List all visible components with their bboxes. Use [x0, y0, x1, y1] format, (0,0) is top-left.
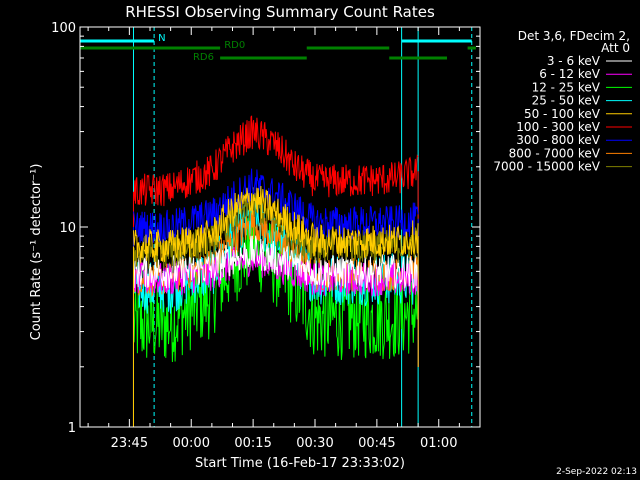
- legend-label-7: 800 - 7000 keV: [509, 146, 601, 160]
- legend-label-4: 50 - 100 keV: [524, 107, 601, 121]
- legend-header-line2: Att 0: [601, 41, 630, 55]
- flag-label-rd6: RD6: [193, 52, 214, 63]
- x-tick-label-1: 00:00: [173, 436, 210, 451]
- legend-label-5: 100 - 300 keV: [516, 120, 600, 134]
- y-tick-label-0: 1: [68, 421, 76, 436]
- legend-label-1: 6 - 12 keV: [539, 67, 601, 81]
- x-tick-label-5: 01:00: [420, 436, 457, 451]
- y-tick-label-2: 100: [51, 21, 76, 36]
- y-tick-label-1: 10: [59, 221, 76, 236]
- series-line-6: [133, 168, 419, 245]
- legend-label-2: 12 - 25 keV: [532, 80, 601, 94]
- flag-bars: N RD0 RD6: [80, 33, 476, 63]
- x-axis-label: Start Time (16-Feb-17 23:33:02): [195, 456, 405, 471]
- flag-label-rd0: RD0: [224, 40, 245, 51]
- x-tick-label-3: 00:30: [296, 436, 333, 451]
- legend-label-3: 25 - 50 keV: [532, 94, 601, 108]
- legend-label-8: 7000 - 15000 keV: [493, 160, 600, 174]
- x-tick-label-2: 00:15: [234, 436, 271, 451]
- series-line-5: [133, 115, 419, 207]
- x-tick-label-4: 00:45: [358, 436, 395, 451]
- x-tick-label-0: 23:45: [111, 436, 148, 451]
- legend-label-0: 3 - 6 keV: [547, 54, 601, 68]
- flag-label-n: N: [158, 33, 165, 44]
- series-line-0: [133, 235, 419, 289]
- footer-timestamp: 2-Sep-2022 02:13: [556, 467, 637, 477]
- legend-label-6: 300 - 800 keV: [516, 133, 600, 147]
- y-axis-label: Count Rate (s⁻¹ detector⁻¹): [29, 164, 44, 341]
- axes: 1 10 100 23:45 00:00 00:15 00:30 00:45 01:00: [51, 21, 481, 451]
- legend-header-line1: Det 3,6, FDecim 2,: [518, 29, 630, 43]
- chart-title: RHESSI Observing Summary Count Rates: [125, 3, 435, 21]
- series-line-4: [133, 185, 419, 264]
- data-series: [132, 115, 419, 427]
